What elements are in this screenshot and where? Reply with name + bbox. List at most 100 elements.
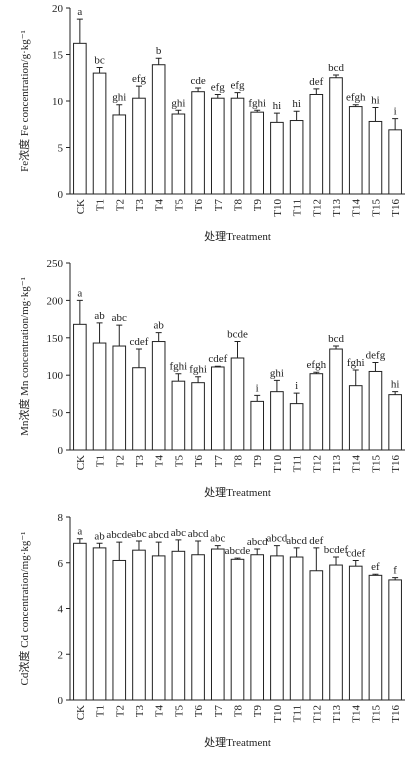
error-bar [273, 112, 280, 123]
significance-letter: efg [132, 73, 147, 85]
bar [388, 579, 402, 701]
bar [388, 129, 402, 195]
y-tick-label: 20 [52, 3, 64, 15]
bar [151, 341, 166, 451]
x-tick-label: T4 [154, 455, 166, 468]
significance-letter: b [156, 45, 162, 57]
error-bar [175, 373, 182, 382]
y-tick-label: 2 [58, 649, 64, 661]
error-bar [372, 361, 379, 372]
error-bar [273, 545, 280, 556]
x-tick-label: T9 [252, 705, 264, 718]
bar [270, 555, 284, 701]
significance-letter: ef [371, 561, 380, 573]
error-bar [76, 538, 83, 544]
x-tick-label: T8 [233, 455, 245, 468]
error-bar [372, 107, 379, 122]
error-bar [352, 104, 359, 107]
y-tick-label: 100 [47, 370, 64, 382]
bar [250, 400, 265, 451]
error-bar [392, 118, 399, 130]
bar [73, 42, 87, 195]
significance-letter: fghi [170, 361, 188, 373]
bar [270, 391, 284, 451]
y-tick-label: 4 [58, 604, 64, 616]
bar [191, 554, 205, 701]
error-bar [96, 67, 103, 74]
x-tick-label: T6 [193, 705, 205, 718]
significance-letter: ghi [270, 367, 284, 379]
significance-letter: abcd [188, 528, 209, 540]
y-tick-label: 0 [58, 695, 64, 707]
significance-letter: bcd [328, 62, 344, 74]
x-axis-label: 处理Treatment [204, 230, 271, 243]
y-tick-label: 250 [47, 258, 64, 270]
x-tick-label: T5 [173, 705, 185, 718]
error-bar [96, 542, 103, 548]
significance-letter: fghi [248, 97, 266, 109]
error-bar [195, 540, 202, 555]
bar [289, 403, 304, 451]
significance-letter: defg [366, 349, 386, 361]
error-bar [273, 379, 280, 392]
error-bar [313, 88, 320, 95]
significance-letter: abcd [267, 533, 288, 545]
bar [309, 93, 324, 195]
error-bar [254, 109, 261, 113]
x-tick-label: T16 [390, 705, 402, 723]
x-tick-label: T1 [95, 455, 107, 467]
bar [348, 565, 363, 701]
x-tick-label: T12 [311, 199, 323, 217]
significance-letter: ab [94, 530, 105, 542]
significance-letter: def [309, 76, 323, 88]
error-bar [214, 93, 221, 99]
significance-letter: ghi [112, 92, 126, 104]
bar [388, 394, 402, 451]
significance-letter: abcd [286, 535, 307, 547]
error-bar [214, 545, 221, 550]
bar [250, 111, 265, 195]
significance-letter: efg [211, 81, 226, 93]
error-bar [135, 540, 142, 551]
x-tick-label: T16 [390, 199, 402, 217]
error-bar [352, 559, 359, 567]
x-tick-label: T13 [331, 455, 343, 473]
significance-letter: cdef [130, 336, 149, 348]
x-tick-label: T3 [134, 705, 146, 718]
y-axis-label: Mn浓度 Mn concentration/mg·kg⁻¹ [17, 277, 31, 436]
x-tick-label: T11 [292, 199, 304, 216]
x-tick-label: T14 [351, 705, 363, 723]
error-bar [175, 539, 182, 552]
significance-letter: cdef [346, 547, 365, 559]
bar [289, 120, 304, 195]
significance-letter: abc [131, 528, 146, 540]
x-tick-label: T5 [173, 199, 185, 212]
bar [92, 342, 107, 451]
x-tick-label: T9 [252, 199, 264, 212]
bar [210, 548, 225, 701]
x-tick-label: CK [75, 705, 87, 720]
bar [151, 64, 166, 195]
bar [230, 97, 245, 195]
x-tick-label: T6 [193, 455, 205, 468]
error-bar [234, 341, 241, 358]
x-tick-label: T1 [95, 705, 107, 717]
bar [309, 373, 324, 451]
significance-letter: a [77, 526, 82, 538]
error-bar [76, 18, 83, 44]
significance-letter: bcdef [324, 544, 349, 556]
bar [309, 570, 324, 701]
error-bar [313, 371, 320, 374]
x-tick-label: T15 [370, 455, 382, 473]
x-axis-label: 处理Treatment [204, 736, 271, 749]
x-tick-label: T10 [272, 199, 284, 217]
bar [210, 366, 225, 451]
significance-letter: abcde [106, 529, 132, 541]
error-bar [293, 392, 300, 404]
significance-letter: ghi [171, 97, 185, 109]
error-bar [372, 573, 379, 576]
error-bar [293, 547, 300, 558]
bar [132, 97, 146, 195]
y-tick-label: 150 [47, 333, 64, 345]
